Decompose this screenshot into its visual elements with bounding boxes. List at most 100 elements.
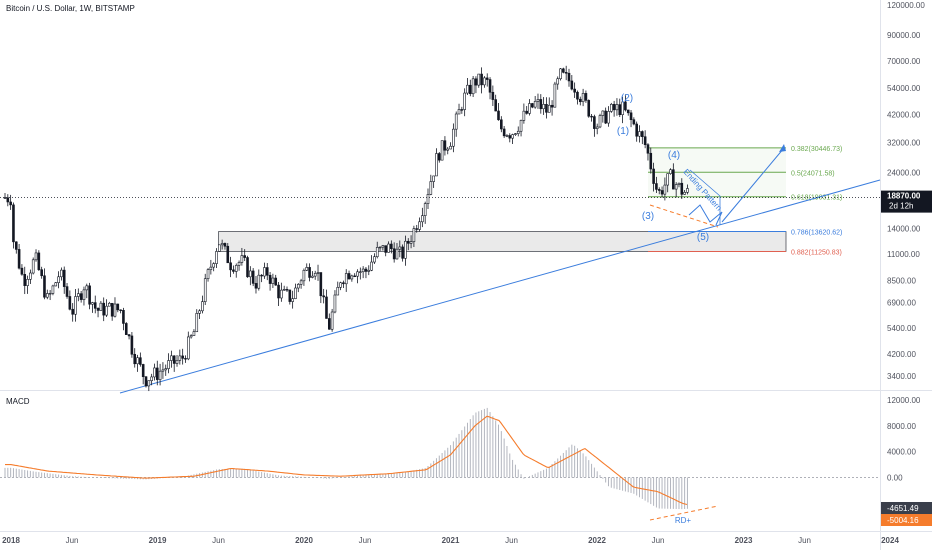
candle-body: [390, 243, 393, 249]
candle-body: [666, 173, 670, 186]
candle-body: [274, 277, 278, 286]
divergence-label: RD+: [675, 516, 692, 525]
price-axis-tick-label: 6900.00: [887, 298, 916, 307]
candle-body: [657, 189, 661, 191]
candle-body: [528, 103, 531, 114]
candle-body: [409, 241, 413, 244]
price-axis-tick-label: 24000.00: [887, 169, 921, 178]
candle-body: [170, 355, 173, 361]
macd-title: MACD: [6, 397, 30, 406]
price-axis-tick-label: 32000.00: [887, 139, 921, 148]
candle-body: [150, 376, 153, 381]
candle-body: [398, 246, 402, 250]
candle-body: [519, 119, 523, 132]
candle-body: [60, 269, 63, 278]
candle-body: [333, 294, 337, 313]
projection-arrowhead: [779, 144, 786, 152]
candle-body: [598, 115, 602, 128]
candle-body: [158, 370, 162, 380]
fib-level-label: 0.382(30446.73): [791, 146, 842, 153]
candle-body: [562, 68, 565, 73]
candle-body: [43, 275, 46, 298]
signal-value-tag: [881, 514, 932, 526]
candle-body: [215, 251, 218, 264]
candle-body: [587, 100, 591, 117]
candle-body: [683, 192, 686, 195]
candle-body: [655, 183, 658, 190]
candle-body: [539, 99, 543, 110]
candle-body: [141, 364, 145, 378]
candle-body: [452, 128, 455, 147]
candle-body: [147, 380, 151, 387]
ending-pattern-upper: [689, 169, 721, 225]
candle-body: [232, 269, 235, 272]
candle-body: [435, 153, 438, 177]
price-axis-tick-label: 42000.00: [887, 110, 921, 119]
candle-body: [62, 269, 66, 287]
candle-body: [674, 184, 678, 190]
candle-body: [609, 103, 613, 112]
candle-body: [387, 243, 390, 253]
time-axis-tick-label: 2021: [442, 536, 460, 545]
candle-body: [9, 201, 12, 206]
candle-body: [556, 78, 560, 85]
candle-body: [88, 285, 91, 305]
candle-body: [189, 335, 193, 338]
candle-body: [401, 246, 404, 259]
candle-body: [686, 188, 689, 193]
candle-body: [567, 72, 571, 82]
macd-axis-tick-label: 8000.00: [887, 422, 916, 431]
candle-body: [652, 168, 655, 184]
candle-body: [220, 243, 224, 246]
candle-body: [649, 152, 653, 170]
candle-body: [480, 73, 483, 86]
candle-body: [305, 267, 309, 271]
candle-body: [26, 278, 29, 286]
candle-body: [437, 153, 441, 161]
candle-body: [573, 88, 576, 93]
candle-body: [139, 357, 142, 365]
candle-body: [466, 84, 469, 94]
candle-body: [124, 323, 128, 335]
candle-body: [254, 283, 258, 289]
candle-body: [626, 109, 630, 114]
candle-body: [511, 134, 514, 139]
candle-body: [6, 197, 10, 203]
candle-body: [672, 169, 675, 190]
price-axis-tick-label: 90000.00: [887, 31, 921, 40]
candle-body: [601, 110, 605, 116]
candle-body: [356, 271, 359, 277]
macd-axis-tick-label: 4000.00: [887, 448, 916, 457]
candle-body: [593, 116, 596, 129]
time-axis-tick-label: Jun: [652, 536, 665, 545]
candle-body: [547, 104, 551, 113]
candle-body: [395, 248, 399, 260]
candle-body: [370, 261, 373, 271]
candle-body: [485, 77, 489, 80]
macd-divergence-line: [649, 505, 719, 521]
candle-body: [463, 92, 466, 110]
price-axis-tick-label: 120000.00: [887, 1, 925, 10]
candle-body: [96, 308, 100, 311]
candle-body: [82, 289, 86, 300]
candle-body: [522, 110, 526, 121]
candle-body: [17, 249, 21, 269]
candle-body: [680, 182, 684, 195]
candle-body: [612, 103, 616, 111]
candle-body: [271, 277, 275, 284]
candle-body: [201, 301, 204, 312]
candle-body: [660, 190, 664, 195]
wave-label: (3): [642, 211, 654, 222]
projection-arrow-line: [721, 147, 785, 223]
time-axis-tick-label: 2024: [881, 536, 899, 545]
symbol-title: Bitcoin / U.S. Dollar, 1W, BITSTAMP: [6, 4, 135, 13]
macd-axis-tick-label: 12000.00: [887, 396, 921, 405]
candle-body: [77, 293, 80, 297]
candle-body: [153, 367, 156, 378]
candle-body: [621, 101, 624, 116]
candle-body: [133, 353, 137, 365]
candle-body: [474, 78, 478, 86]
candle-body: [590, 115, 593, 118]
candle-body: [45, 293, 49, 298]
time-axis-tick-label: Jun: [798, 536, 811, 545]
